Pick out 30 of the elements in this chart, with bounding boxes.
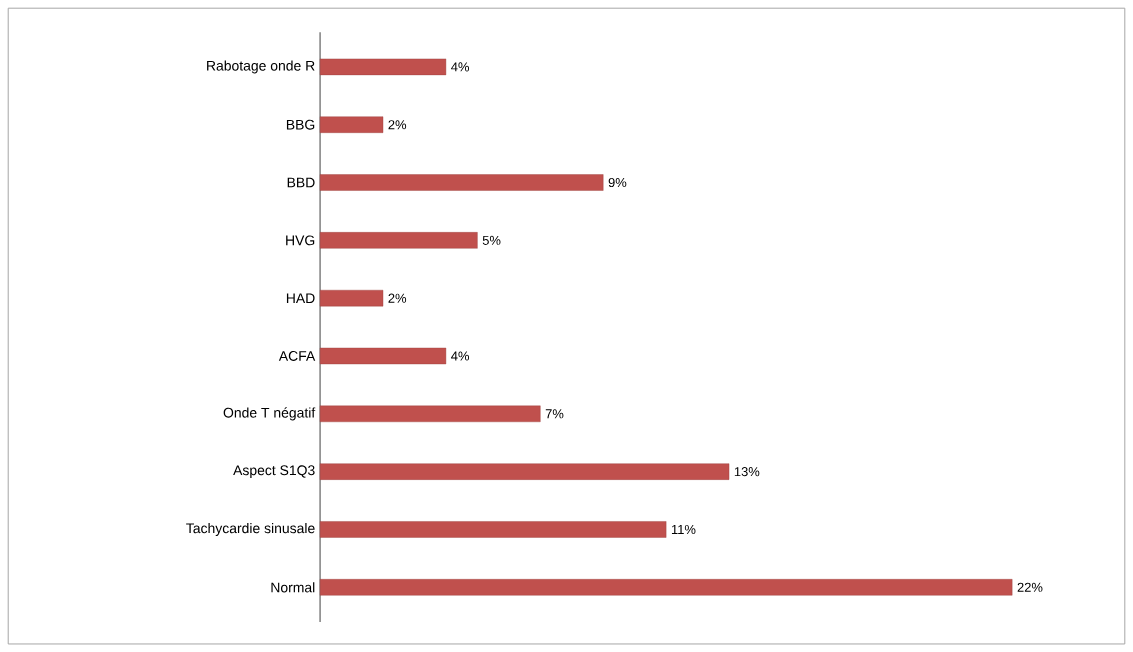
data-label: 2% (388, 293, 407, 303)
bar (319, 521, 667, 538)
data-label: 7% (545, 409, 564, 419)
data-label: 4% (451, 62, 470, 72)
y-tick-label: Normal (271, 582, 315, 593)
data-label: 11% (671, 524, 696, 534)
bar (319, 116, 384, 133)
bar (319, 232, 478, 249)
data-label: 13% (734, 466, 760, 477)
y-tick-label: BBD (287, 177, 315, 188)
bar (319, 579, 1013, 596)
bar (319, 58, 447, 75)
y-tick-label: BBG (286, 119, 315, 130)
y-tick-label: Aspect S1Q3 (233, 465, 315, 478)
bar (319, 289, 384, 307)
data-label: 4% (451, 351, 470, 361)
data-label: 9% (608, 177, 627, 188)
bar (319, 463, 730, 480)
y-tick-label: ACFA (278, 350, 316, 361)
bar (319, 347, 447, 365)
bar (319, 174, 604, 191)
data-label: 5% (482, 235, 501, 245)
data-label: 22% (1017, 582, 1043, 592)
y-tick-label: HAD (286, 293, 315, 303)
y-tick-label: Onde T négatif (223, 407, 316, 421)
y-tick-label: Tachycardie sinusale (186, 522, 315, 536)
y-tick-label: HVG (286, 235, 315, 246)
bar (319, 405, 541, 422)
y-tick-label: Rabotage onde R (207, 60, 315, 74)
data-label: 2% (388, 120, 407, 130)
